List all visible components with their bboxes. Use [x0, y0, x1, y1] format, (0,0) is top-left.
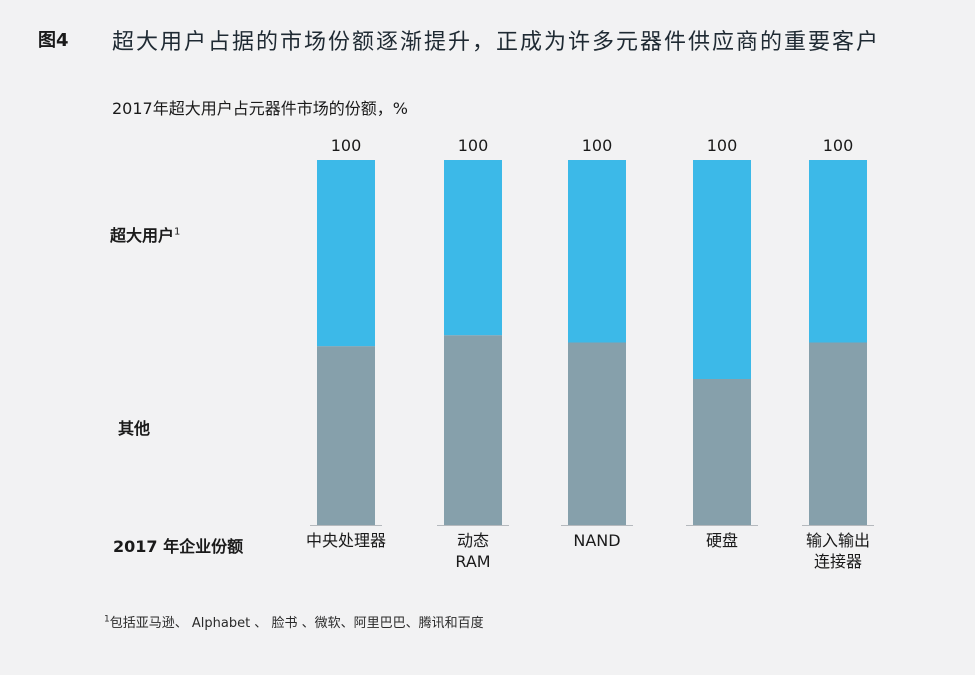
bar-hyperscale-0: [317, 160, 375, 347]
category-label-1-1: RAM: [455, 552, 490, 571]
year-share-label: 2017 年企业份额: [113, 537, 244, 556]
bar-total-label-3: 100: [707, 136, 738, 155]
figure-title: 超大用户占据的市场份额逐渐提升，正成为许多元器件供应商的重要客户: [112, 30, 881, 55]
bar-hyperscale-3: [693, 160, 751, 379]
category-label-1-0: 动态: [457, 531, 489, 550]
bar-hyperscale-1: [444, 160, 502, 336]
chart-subtitle: 2017年超大用户占元器件市场的份额，%: [112, 99, 408, 118]
other-row-label: 其他: [118, 419, 151, 438]
category-label-2-0: NAND: [573, 531, 620, 550]
bar-hyperscale-4: [809, 160, 867, 343]
category-label-4-0: 输入输出: [806, 531, 870, 550]
bar-other-0: [317, 346, 375, 525]
bar-total-label-1: 100: [458, 136, 489, 155]
category-label-4-1: 连接器: [814, 552, 862, 571]
hyperscale-row-label: 超大用户1: [110, 222, 180, 246]
bar-other-2: [568, 342, 626, 525]
bar-other-3: [693, 379, 751, 525]
figure-label: 图4: [38, 30, 69, 51]
hyperscale-footnote-mark: 1: [174, 226, 181, 238]
category-label-0-0: 中央处理器: [306, 531, 386, 550]
footnote-mark: 1: [104, 614, 110, 625]
category-label-3-0: 硬盘: [706, 531, 738, 550]
bar-total-label-0: 100: [331, 136, 362, 155]
footnote-text: 包括亚马逊、 Alphabet 、 脸书 、微软、阿里巴巴、腾讯和百度: [109, 616, 484, 631]
bar-other-4: [809, 342, 867, 525]
bar-total-label-2: 100: [582, 136, 613, 155]
hyperscale-label-text: 超大用户: [110, 226, 175, 245]
bar-hyperscale-2: [568, 160, 626, 343]
footnote: 1包括亚马逊、 Alphabet 、 脸书 、微软、阿里巴巴、腾讯和百度: [104, 612, 484, 631]
bar-other-1: [444, 335, 502, 525]
bar-total-label-4: 100: [823, 136, 854, 155]
